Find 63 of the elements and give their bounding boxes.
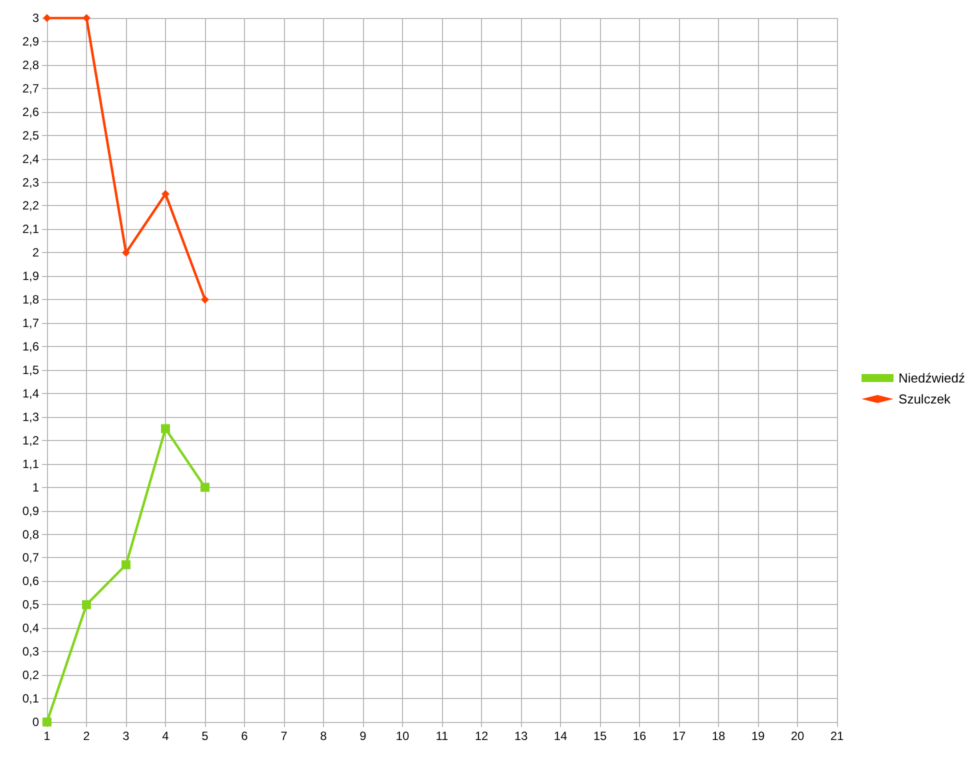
x-tick-label: 19: [751, 729, 765, 743]
y-tick-label: 0,9: [22, 504, 40, 518]
x-tick-label: 5: [202, 729, 209, 743]
x-tick-label: 15: [593, 729, 607, 743]
y-tick-label: 1,7: [22, 316, 40, 330]
y-tick-label: 1,2: [22, 433, 40, 448]
y-tick-label: 1: [32, 480, 40, 494]
x-tick-label: 11: [436, 729, 449, 743]
x-tick-label: 13: [514, 729, 528, 743]
y-tick-label: 1,4: [22, 386, 40, 400]
y-tick-label: 2,6: [22, 104, 40, 119]
y-tick-label: 1,5: [22, 363, 40, 377]
x-tick-label: 18: [712, 729, 726, 743]
x-tick-label: 7: [280, 729, 288, 743]
legend-label: Szulczek: [898, 392, 952, 406]
x-tick-label: 9: [360, 729, 367, 743]
point: [200, 482, 210, 492]
point: [161, 424, 170, 434]
x-tick-label: 1: [44, 729, 51, 743]
y-tick-label: 0,3: [22, 644, 40, 659]
y-tick-label: 2,4: [22, 152, 40, 166]
y-tick-label: 0,4: [22, 621, 40, 636]
y-tick-label: 2,5: [22, 128, 40, 142]
x-tick-label: 10: [396, 729, 410, 743]
y-tick-label: 2,1: [22, 222, 40, 236]
y-tick-label: 2,2: [22, 198, 40, 213]
x-tick-label: 12: [474, 729, 488, 743]
y-tick-label: 1,9: [22, 269, 40, 284]
x-tick-label: 21: [830, 729, 844, 743]
point: [122, 248, 130, 257]
x-tick-label: 3: [122, 729, 130, 743]
point: [162, 190, 170, 198]
y-tick-label: 0,6: [22, 574, 40, 588]
x-tick-label: 6: [241, 729, 248, 743]
x-tick-label: 20: [790, 729, 804, 743]
y-tick-label: 2,9: [22, 34, 40, 48]
y-tick-label: 0: [32, 715, 40, 729]
y-tick-label: 0,8: [22, 527, 40, 542]
x-tick-label: 2: [83, 729, 90, 743]
point: [42, 718, 52, 726]
point: [122, 560, 130, 570]
y-tick-label: 1,8: [22, 292, 40, 307]
y-tick-label: 1,1: [22, 456, 40, 471]
y-tick-label: 1,3: [22, 410, 40, 424]
y-tick-label: 0,5: [22, 598, 40, 612]
point: [201, 296, 209, 304]
point: [82, 600, 91, 610]
y-tick-label: 2,8: [22, 58, 40, 72]
y-tick-label: 2,7: [22, 81, 40, 96]
y-tick-label: 2,3: [22, 175, 40, 190]
x-tick-label: 8: [320, 729, 328, 743]
x-tick-label: 17: [672, 729, 686, 743]
y-tick-label: 3: [32, 11, 40, 25]
y-tick-label: 2: [32, 246, 40, 260]
y-tick-label: 0,2: [22, 668, 40, 682]
legend-label: Niedźwiedź: [898, 370, 966, 386]
point: [82, 14, 90, 22]
y-tick-label: 0,7: [22, 550, 40, 565]
x-tick-label: 4: [162, 729, 170, 743]
y-tick-label: 1,6: [22, 340, 40, 354]
y-tick-label: 0,1: [22, 692, 40, 706]
x-tick-label: 16: [632, 729, 646, 743]
x-tick-label: 14: [554, 729, 568, 743]
